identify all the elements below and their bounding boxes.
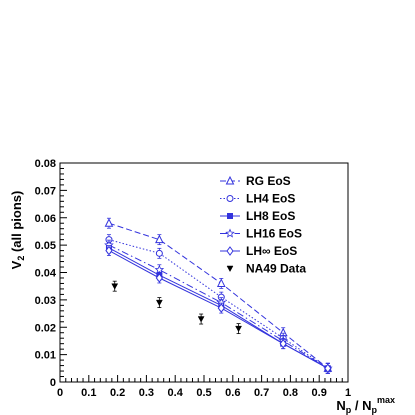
x-tick-label: 0.5 <box>196 387 211 399</box>
x-tick-label: 0.9 <box>312 387 327 399</box>
legend-marker-na49-data <box>226 265 234 273</box>
data-point-na49-data <box>155 299 163 307</box>
data-point-na49-data <box>235 325 242 333</box>
legend-label: LH16 EoS <box>246 227 302 241</box>
legend-marker-rg-eos <box>225 175 235 185</box>
legend-label: LH8 EoS <box>246 209 295 223</box>
tick-labels: 0 0.1 0.2 0.3 0.4 0.5 0.6 0.7 0.8 0.9 1 0 0.01 0.02 0.… <box>35 158 351 399</box>
y-tick-label: 0.05 <box>35 240 56 252</box>
x-tick-label: 0.6 <box>225 387 240 399</box>
data-point-na49-data <box>111 283 119 290</box>
legend-marker-lh4-eos <box>226 195 234 202</box>
data-point-lh4-eos <box>155 249 163 257</box>
data-point-na49-data <box>197 316 205 323</box>
y-tick-label: 0.01 <box>35 350 56 362</box>
data-point-lh-eos <box>105 245 113 256</box>
x-tick-label: 0.4 <box>168 387 184 399</box>
y-tick-label: 0.02 <box>35 322 56 334</box>
axes <box>59 162 349 383</box>
y-tick-label: 0.08 <box>35 158 56 170</box>
x-tick-label: 0.3 <box>139 387 154 399</box>
data-point-rg-eos <box>216 278 226 287</box>
legend-label: NA49 Data <box>246 262 306 276</box>
x-tick-label: 0.8 <box>283 387 298 399</box>
series-layer <box>104 217 333 374</box>
series-lh-eos <box>105 245 332 374</box>
y-tick-label: 0.03 <box>35 295 56 307</box>
data-point-lh-eos <box>217 303 225 313</box>
data-point-lh-eos <box>279 338 287 349</box>
x-tick-label: 0.2 <box>110 387 125 399</box>
series-na49-data <box>111 280 242 335</box>
x-tick-label: 1 <box>345 387 351 399</box>
y-tick-label: 0.04 <box>35 268 57 280</box>
data-point-lh-eos <box>324 363 332 374</box>
legend-marker-lh8-eos <box>227 213 233 219</box>
legend-label: RG EoS <box>246 174 291 188</box>
data-point-lh-eos <box>155 273 163 283</box>
data-point-lh16-eos <box>154 264 165 274</box>
legend-marker-lh16-eos <box>225 228 235 238</box>
x-tick-label: 0.1 <box>81 387 96 399</box>
y-tick-label: 0 <box>50 377 56 389</box>
legend-label: LH∞ EoS <box>246 244 297 258</box>
series-rg-eos <box>104 217 333 374</box>
x-tick-label: 0.7 <box>254 387 269 399</box>
x-tick-label: 0 <box>57 387 63 399</box>
y-axis-label: V2 (all pions) <box>9 191 26 270</box>
y-tick-label: 0.06 <box>35 213 56 225</box>
x-axis-label: Np / Npmax <box>336 395 395 415</box>
data-point-rg-eos <box>155 234 164 244</box>
legend-label: LH4 EoS <box>246 192 295 206</box>
legend-marker-lh-eos <box>226 246 234 256</box>
data-point-rg-eos <box>104 218 114 227</box>
legend: RG EoS LH4 EoS LH8 EoS LH16 EoS LH∞ EoS NA49 … <box>220 174 306 276</box>
y-tick-label: 0.07 <box>35 185 56 197</box>
